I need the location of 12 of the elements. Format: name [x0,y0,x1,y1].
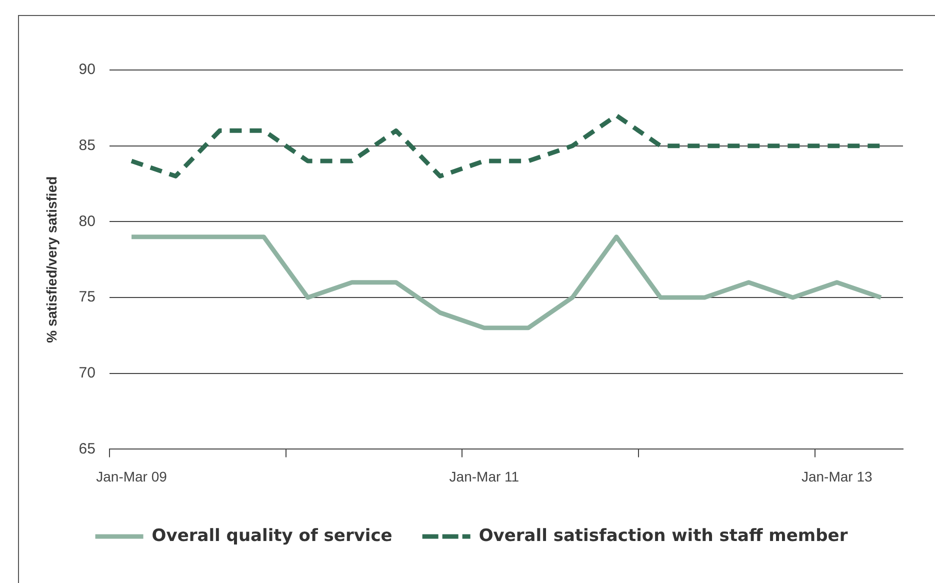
y-tick-label: 70 [78,364,96,382]
y-tick-label: 90 [78,61,96,78]
x-tick-label: Jan-Mar 09 [96,468,168,484]
x-tick-label: Jan-Mar 13 [801,468,872,484]
y-tick-label: 85 [78,136,96,154]
y-tick-label: 80 [78,212,96,230]
y-tick-label: 75 [78,288,96,306]
legend-label: Overall quality of service [152,526,392,546]
y-tick-label: 65 [78,440,96,458]
y-axis-title: % satisfied/very satisfied [43,176,60,343]
x-tick-label: Jan-Mar 11 [449,468,520,484]
legend-label: Overall satisfaction with staff member [478,526,848,546]
